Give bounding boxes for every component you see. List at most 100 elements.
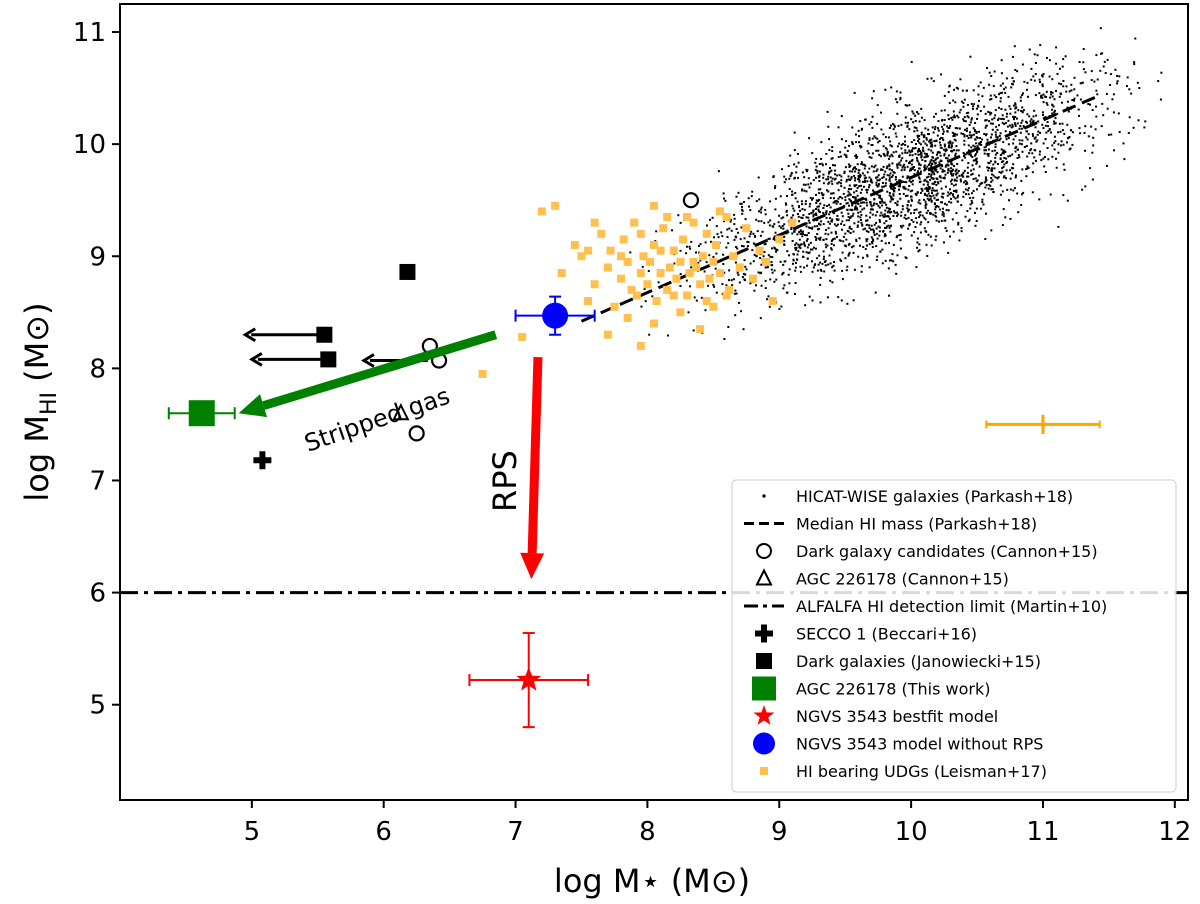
hicat-point	[861, 172, 864, 175]
hicat-point	[763, 251, 766, 253]
hicat-point	[818, 170, 821, 173]
hicat-point	[870, 205, 873, 208]
hicat-point	[879, 194, 881, 197]
hicat-point	[1047, 125, 1050, 128]
hicat-point	[1038, 153, 1041, 156]
hicat-point	[980, 143, 983, 146]
hicat-point	[1035, 140, 1038, 143]
hicat-point	[999, 100, 1002, 103]
hicat-point	[889, 172, 892, 175]
hicat-point	[923, 119, 926, 122]
hicat-point	[757, 176, 760, 179]
legend-box	[731, 479, 1177, 793]
hicat-point	[851, 214, 854, 217]
hicat-point	[859, 120, 862, 122]
hicat-point	[1091, 151, 1094, 154]
hicat-point	[1160, 71, 1163, 74]
hicat-point	[812, 266, 815, 269]
hicat-point	[918, 148, 920, 150]
hicat-point	[801, 232, 804, 235]
hicat-point	[819, 202, 822, 205]
hicat-point	[1025, 145, 1028, 147]
udg-point	[639, 252, 648, 261]
hicat-point	[849, 193, 852, 196]
hicat-point	[971, 192, 973, 195]
x-tick-label: 11	[1026, 817, 1059, 847]
hicat-point	[956, 114, 959, 117]
hicat-point	[859, 244, 861, 247]
hicat-point	[807, 183, 810, 186]
hicat-point	[1049, 96, 1052, 99]
hicat-point	[629, 251, 632, 254]
hicat-point	[952, 195, 955, 198]
hicat-point	[785, 178, 787, 181]
hicat-point	[819, 301, 822, 304]
hicat-point	[994, 131, 997, 134]
hicat-point	[741, 205, 743, 208]
hicat-point	[673, 262, 676, 265]
hicat-point	[786, 229, 789, 232]
hicat-point	[827, 125, 830, 128]
hicat-point	[740, 202, 743, 205]
hicat-point	[871, 213, 874, 216]
hicat-point	[941, 213, 944, 216]
hicat-point	[770, 261, 773, 264]
hicat-point	[926, 189, 928, 192]
hicat-point	[893, 125, 896, 128]
hicat-point	[762, 255, 765, 258]
hicat-point	[876, 237, 879, 240]
hicat-point	[873, 198, 876, 200]
hicat-point	[903, 186, 906, 189]
hicat-point	[1011, 123, 1014, 126]
hicat-point	[872, 228, 874, 231]
hicat-point	[760, 263, 763, 266]
hicat-point	[939, 208, 942, 211]
hicat-point	[963, 139, 966, 142]
hicat-point	[878, 196, 881, 199]
hicat-point	[999, 193, 1002, 196]
hicat-point	[809, 241, 812, 244]
hicat-point	[940, 195, 943, 198]
hicat-point	[918, 167, 921, 170]
hicat-point	[741, 209, 744, 212]
hicat-point	[1005, 162, 1008, 164]
hicat-point	[906, 151, 909, 154]
hicat-point	[995, 125, 998, 128]
hicat-point	[919, 231, 922, 234]
hicat-point	[849, 179, 852, 181]
hicat-point	[967, 187, 970, 190]
legend: HICAT-WISE galaxies (Parkash+18)Median H…	[731, 479, 1177, 793]
hicat-point	[746, 240, 749, 243]
hicat-point	[968, 134, 971, 137]
hicat-point	[933, 173, 936, 176]
hicat-point	[1041, 85, 1044, 88]
hicat-point	[786, 214, 789, 217]
hicat-point	[740, 226, 743, 229]
udg-point	[636, 269, 645, 278]
hicat-point	[688, 245, 691, 248]
hicat-point	[956, 133, 959, 136]
hicat-point	[868, 266, 871, 269]
hicat-point	[1132, 126, 1135, 129]
hicat-point	[861, 180, 864, 183]
hicat-point	[739, 202, 742, 205]
hicat-point	[913, 211, 916, 214]
hicat-point	[888, 241, 890, 244]
hicat-point	[976, 151, 979, 153]
hicat-point	[1003, 163, 1006, 166]
hicat-point	[996, 119, 999, 121]
hicat-point	[837, 189, 840, 192]
hicat-point	[879, 220, 881, 223]
hicat-point	[1013, 187, 1016, 190]
hicat-point	[909, 167, 912, 170]
hicat-point	[963, 143, 966, 146]
hicat-point	[932, 182, 935, 185]
hicat-point	[805, 168, 808, 171]
hicat-point	[916, 191, 919, 194]
hicat-point	[824, 264, 827, 267]
hicat-point	[722, 192, 725, 195]
hicat-point	[949, 188, 951, 191]
hicat-point	[753, 253, 756, 256]
hicat-point	[949, 142, 952, 145]
hicat-point	[985, 179, 988, 182]
